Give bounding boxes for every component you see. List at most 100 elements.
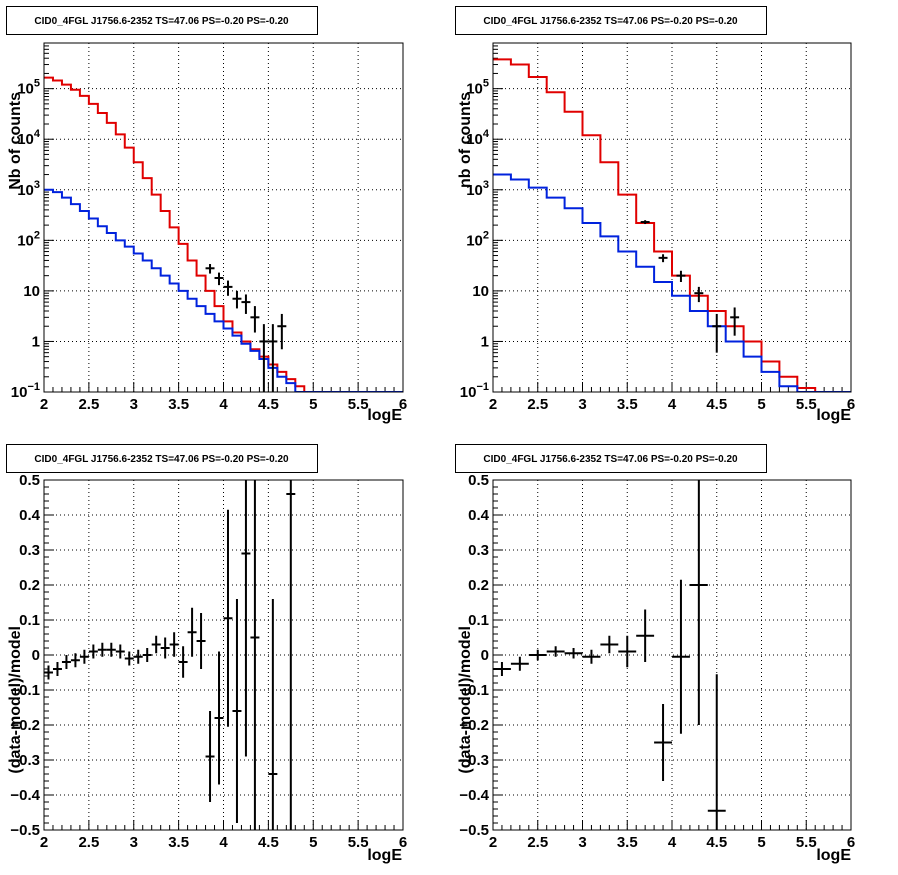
x-tick-label: 4.5 xyxy=(706,834,727,851)
model-histogram-line xyxy=(493,58,851,392)
data-point-6 xyxy=(582,649,601,664)
data-point-23 xyxy=(241,480,251,757)
x-tick-label: 5 xyxy=(309,396,317,413)
x-tick-label: 4 xyxy=(219,396,228,413)
x-tick-label: 6 xyxy=(847,396,855,413)
data-point-7 xyxy=(259,324,269,392)
component-histogram-line xyxy=(44,188,403,392)
data-point-6 xyxy=(88,644,98,659)
plot-area xyxy=(493,480,726,830)
x-tick-label: 4 xyxy=(668,834,677,851)
x-tick-label: 2 xyxy=(489,834,497,851)
x-tick-label: 5.5 xyxy=(796,834,817,851)
y-tick-label: −0.5 xyxy=(10,822,40,839)
data-point-22 xyxy=(232,599,242,823)
data-point-5 xyxy=(712,313,722,353)
x-axis-title: logE xyxy=(367,407,402,424)
panel-1: 2 2.5 3 3.5 4 4.5 5 5.5 6 10−1 1 10 102 103 104 105 logE… xyxy=(6,6,407,424)
x-tick-label: 4 xyxy=(668,396,677,413)
data-point-8 xyxy=(618,635,637,668)
data-point-25 xyxy=(268,599,278,830)
x-tick-label: 2.5 xyxy=(527,834,548,851)
plot-frame xyxy=(43,42,404,393)
plot-frame xyxy=(492,42,852,393)
y-tick-label: −0.1 xyxy=(10,682,40,699)
data-point-1 xyxy=(493,662,511,676)
data-point-20 xyxy=(214,651,224,785)
y-tick-label: −0.4 xyxy=(10,787,40,804)
y-tick-label: −0.3 xyxy=(10,752,40,769)
x-tick-label: 2 xyxy=(40,834,48,851)
data-point-10 xyxy=(654,704,672,781)
data-point-1 xyxy=(44,665,53,680)
chart-title: CID0_4FGL J1756.6-2352 TS=47.06 PS=-0.20… xyxy=(34,454,289,465)
data-point-16 xyxy=(178,646,188,678)
panel-2: 2 2.5 3 3.5 4 4.5 5 5.5 6 10−1 1 10 102 103 104 105 logE… xyxy=(455,6,855,424)
data-point-10 xyxy=(124,651,134,666)
data-point-2 xyxy=(214,272,224,286)
x-tick-label: 5.5 xyxy=(348,396,369,413)
plot-area xyxy=(493,58,851,392)
x-tick-label: 5 xyxy=(309,834,317,851)
x-tick-label: 6 xyxy=(399,834,407,851)
x-tick-label: 6 xyxy=(847,834,855,851)
y-tick-label: 10 xyxy=(472,283,489,300)
panel-3: 2 2.5 3 3.5 4 4.5 5 5.5 6 −0.5 −0.4 −0.3 −0.2 −0.1 0 0.… xyxy=(6,444,407,864)
chart-title: CID0_4FGL J1756.6-2352 TS=47.06 PS=-0.20… xyxy=(34,16,289,27)
y-tick-label: −0.4 xyxy=(459,787,489,804)
data-point-5 xyxy=(79,649,89,664)
data-point-17 xyxy=(187,607,197,657)
y-tick-label: 0.2 xyxy=(19,577,40,594)
data-point-3 xyxy=(61,655,71,669)
data-point-1 xyxy=(205,264,215,274)
x-tick-label: 3.5 xyxy=(168,834,189,851)
data-point-6 xyxy=(250,306,260,333)
y-tick-label: 10−1 xyxy=(460,381,489,401)
x-tick-label: 3.5 xyxy=(617,396,638,413)
data-point-8 xyxy=(268,324,278,392)
data-point-12 xyxy=(142,648,152,662)
data-point-7 xyxy=(600,635,619,654)
data-point-5 xyxy=(241,294,251,314)
x-tick-label: 2.5 xyxy=(527,396,548,413)
axes-ticks xyxy=(492,42,852,393)
data-point-1 xyxy=(640,220,650,225)
y-tick-label: 105 xyxy=(466,78,489,98)
x-tick-label: 4.5 xyxy=(258,396,279,413)
title-box xyxy=(6,6,318,35)
x-tick-label: 4.5 xyxy=(258,834,279,851)
y-tick-label: 0 xyxy=(481,647,489,664)
y-tick-label: −0.2 xyxy=(459,717,489,734)
data-point-26 xyxy=(286,480,296,830)
y-tick-label: 1 xyxy=(481,333,489,350)
chart-title: CID0_4FGL J1756.6-2352 TS=47.06 PS=-0.20… xyxy=(483,454,738,465)
x-tick-label: 5.5 xyxy=(348,834,369,851)
x-tick-label: 2.5 xyxy=(78,396,99,413)
y-tick-label: 104 xyxy=(17,128,41,148)
data-point-7 xyxy=(97,642,107,657)
x-tick-label: 2 xyxy=(40,396,48,413)
grid xyxy=(44,43,403,392)
y-tick-label: 0.4 xyxy=(19,507,41,524)
y-axis-title: Nb of counts xyxy=(7,92,24,190)
y-axis-title: (data-model)/model xyxy=(457,626,474,774)
data-point-9 xyxy=(277,313,287,350)
y-tick-label: 105 xyxy=(17,78,40,98)
plot-frame xyxy=(43,479,404,831)
y-tick-label: 10 xyxy=(23,283,40,300)
data-point-8 xyxy=(106,642,116,657)
model-histogram-line xyxy=(44,76,403,392)
y-tick-label: 103 xyxy=(466,179,489,199)
y-tick-label: 102 xyxy=(466,229,489,249)
y-tick-label: −0.5 xyxy=(459,822,489,839)
data-point-24 xyxy=(250,480,260,830)
x-tick-label: 2.5 xyxy=(78,834,99,851)
x-axis-title: logE xyxy=(816,847,851,864)
x-tick-label: 3.5 xyxy=(168,396,189,413)
x-axis-title: logE xyxy=(816,407,851,424)
title-box xyxy=(6,444,318,473)
grid xyxy=(493,43,851,392)
y-tick-label: 0.5 xyxy=(468,472,489,489)
data-point-12 xyxy=(689,480,708,725)
